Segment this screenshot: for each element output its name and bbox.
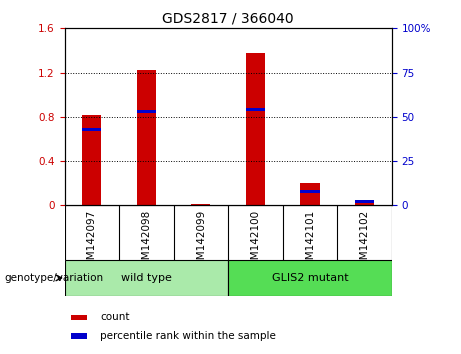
- Bar: [71, 315, 87, 320]
- Text: genotype/variation: genotype/variation: [5, 273, 104, 283]
- Text: wild type: wild type: [121, 273, 172, 283]
- Text: GSM142098: GSM142098: [142, 210, 151, 273]
- Bar: [82, 115, 101, 205]
- Text: count: count: [100, 313, 130, 322]
- Bar: [246, 53, 265, 205]
- Bar: [246, 108, 265, 111]
- Bar: [228, 260, 392, 296]
- Text: GSM142099: GSM142099: [196, 210, 206, 273]
- Bar: [191, 204, 211, 205]
- Bar: [137, 110, 156, 113]
- Bar: [355, 200, 374, 205]
- Title: GDS2817 / 366040: GDS2817 / 366040: [162, 12, 294, 26]
- Bar: [355, 200, 374, 203]
- Text: GSM142101: GSM142101: [305, 210, 315, 273]
- Text: GLIS2 mutant: GLIS2 mutant: [272, 273, 349, 283]
- Text: GSM142102: GSM142102: [360, 210, 370, 273]
- Text: GSM142100: GSM142100: [250, 210, 260, 273]
- Bar: [65, 260, 228, 296]
- Bar: [301, 190, 319, 193]
- Bar: [137, 70, 156, 205]
- Bar: [82, 128, 101, 131]
- Bar: [71, 333, 87, 338]
- Text: percentile rank within the sample: percentile rank within the sample: [100, 331, 276, 341]
- Text: GSM142097: GSM142097: [87, 210, 97, 273]
- Bar: [301, 183, 319, 205]
